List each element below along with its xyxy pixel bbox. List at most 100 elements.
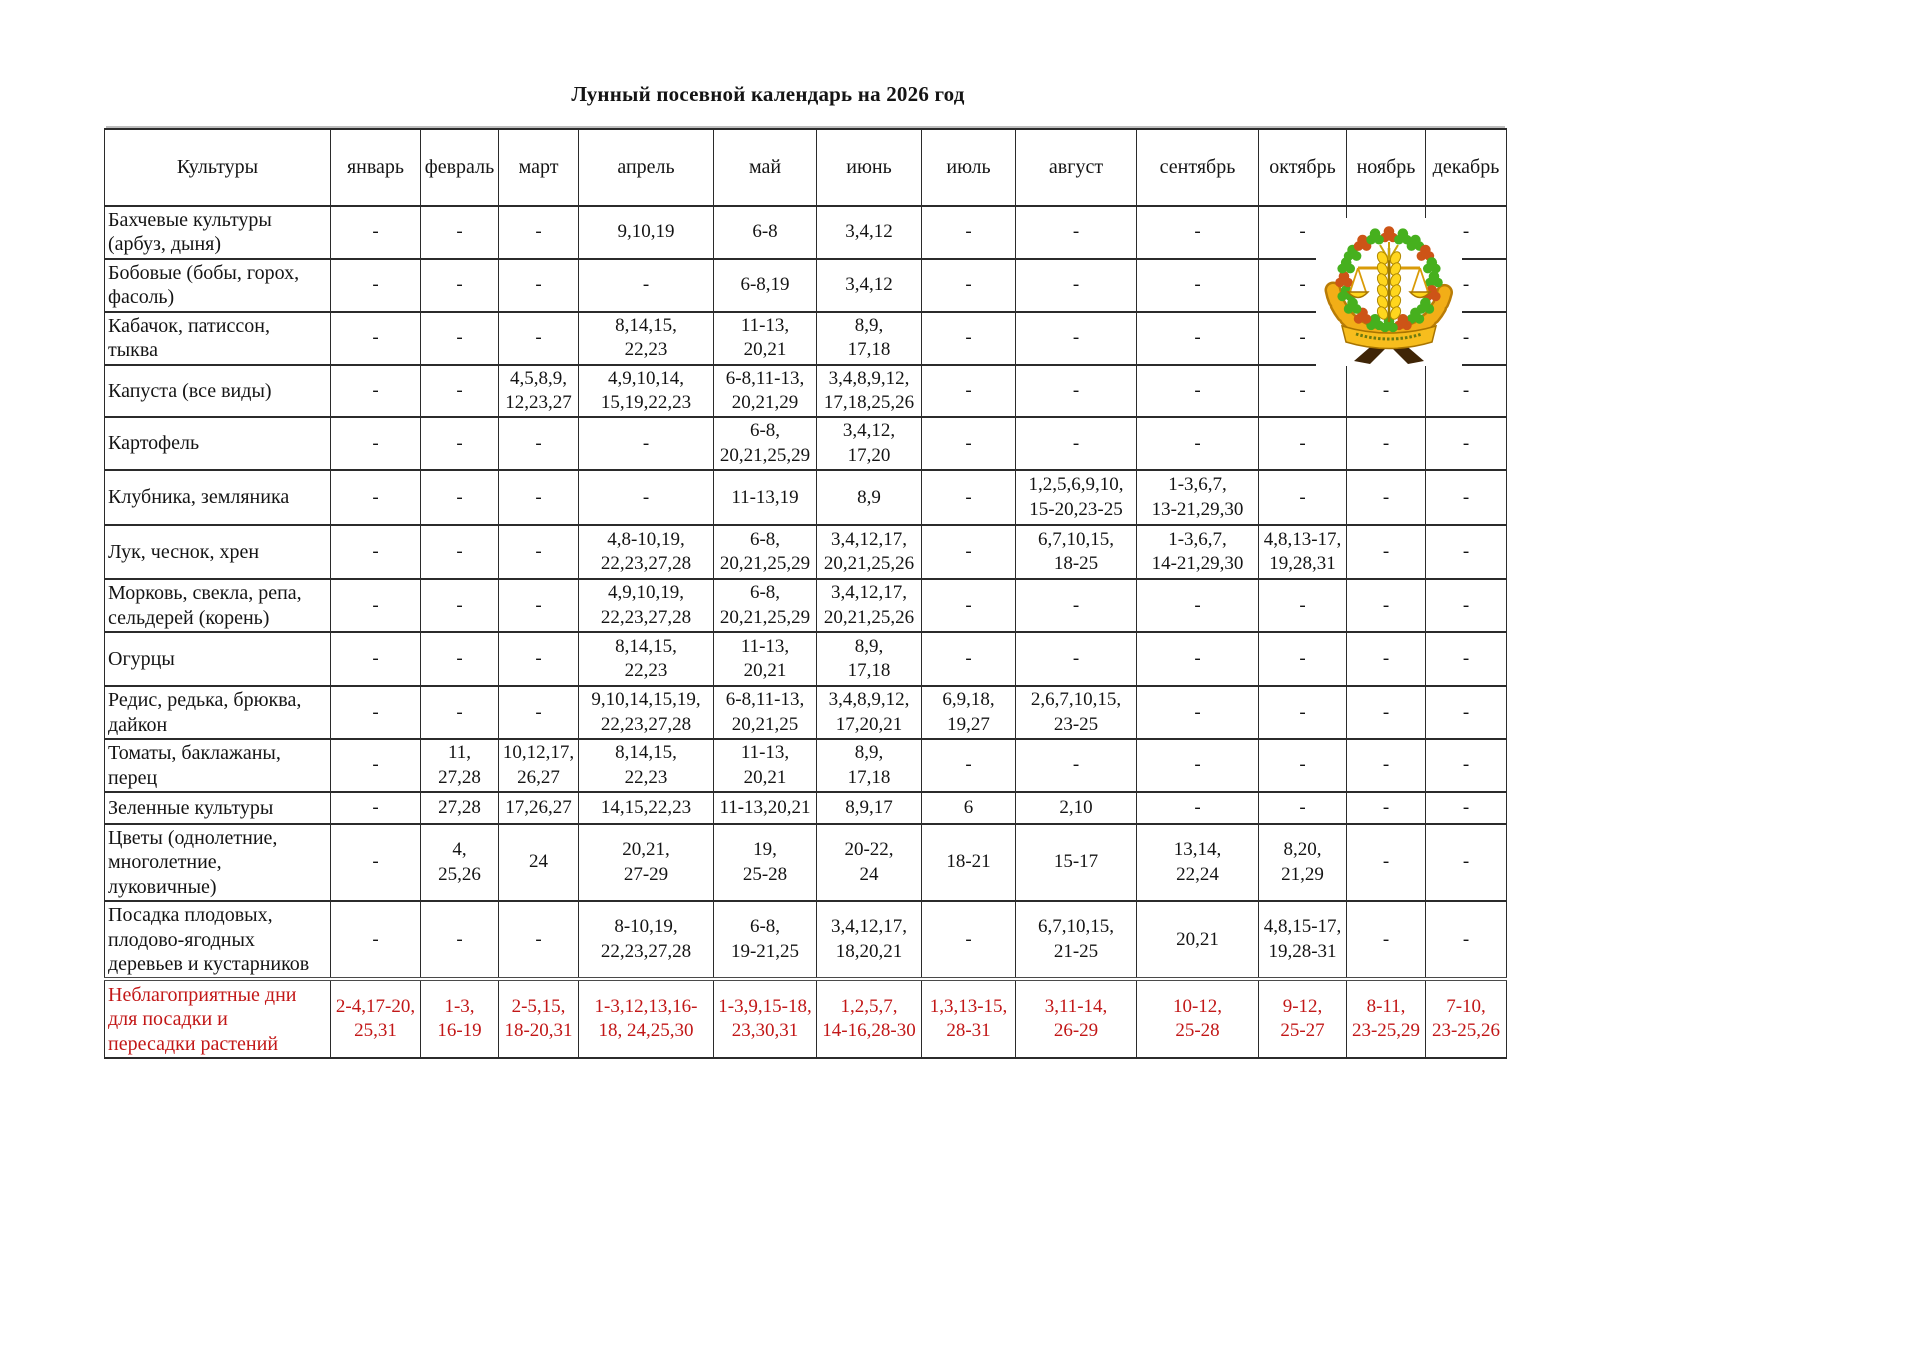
column-header: март: [498, 128, 579, 207]
crop-label: Картофель: [104, 416, 331, 472]
calendar-cell: -: [1346, 469, 1426, 527]
calendar-cell: -: [420, 205, 499, 260]
crop-label: Кабачок, патиссон, тыква: [104, 310, 331, 366]
calendar-cell: -: [921, 578, 1016, 634]
column-header: сентябрь: [1136, 128, 1259, 207]
table-row: Морковь, свекла, репа, сельдерей (корень…: [104, 578, 1507, 634]
calendar-cell: 17,26,27: [498, 790, 579, 825]
banner-text: [1355, 332, 1423, 341]
crop-label: Неблагоприятные дни для посадки и переса…: [104, 977, 331, 1060]
table-row: Огурцы - - -8,14,15, 22,23 11-13, 20,21 8,9, …: [104, 631, 1507, 688]
calendar-cell: -: [1136, 578, 1259, 634]
calendar-cell: -: [921, 524, 1016, 581]
calendar-cell: -: [1136, 416, 1259, 472]
calendar-cell: -: [330, 257, 421, 313]
calendar-cell: 9,10,19: [578, 205, 714, 260]
calendar-cell: -: [420, 900, 499, 981]
table-row: Редис, редька, брюква, дайкон - - -9,10,14,…: [104, 685, 1507, 741]
calendar-cell: -: [498, 416, 579, 472]
calendar-cell: 8,9: [816, 469, 922, 527]
calendar-cell: -: [1425, 578, 1507, 634]
calendar-cell: 8-10,19, 22,23,27,28: [578, 900, 714, 981]
calendar-cell: 11-13,20,21: [713, 790, 817, 825]
calendar-cell: 11-13,19: [713, 469, 817, 527]
calendar-cell: -: [498, 631, 579, 688]
calendar-cell: 7-10, 23-25,26: [1425, 977, 1507, 1060]
calendar-cell: 1,3,13-15, 28-31: [921, 977, 1016, 1060]
header-row: Культуры январь февраль март апрель май июнь ию…: [104, 128, 1507, 207]
calendar-cell: -: [1258, 685, 1347, 741]
calendar-cell: -: [1346, 524, 1426, 581]
calendar-cell: 8,9, 17,18: [816, 738, 922, 793]
calendar-cell: -: [330, 578, 421, 634]
calendar-cell: 27,28: [420, 790, 499, 825]
calendar-cell: 6-8, 20,21,25,29: [713, 416, 817, 472]
table-row: Бобовые (бобы, горох, фасоль) - - - -6-8,19 3…: [104, 257, 1507, 313]
column-header: апрель: [578, 128, 714, 207]
calendar-cell: -: [330, 900, 421, 981]
calendar-cell: 3,4,12: [816, 257, 922, 313]
calendar-cell: -: [420, 631, 499, 688]
calendar-cell: 3,4,12,17, 18,20,21: [816, 900, 922, 981]
calendar-cell: 10-12, 25-28: [1136, 977, 1259, 1060]
calendar-cell: -: [1425, 469, 1507, 527]
calendar-cell: -: [420, 469, 499, 527]
calendar-cell: -: [498, 205, 579, 260]
calendar-cell: -: [1258, 631, 1347, 688]
calendar-cell: 2,6,7,10,15, 23-25: [1015, 685, 1137, 741]
calendar-cell: -: [1258, 738, 1347, 793]
calendar-cell: 11-13, 20,21: [713, 631, 817, 688]
calendar-cell: 19, 25-28: [713, 822, 817, 903]
column-header: октябрь: [1258, 128, 1347, 207]
calendar-cell: 13,14, 22,24: [1136, 822, 1259, 903]
calendar-cell: -: [330, 205, 421, 260]
calendar-cell: 20,21, 27-29: [578, 822, 714, 903]
scale-pan-left: [1346, 291, 1370, 299]
scale-pan-right: [1408, 291, 1432, 299]
calendar-cell: -: [1258, 469, 1347, 527]
calendar-cell: 24: [498, 822, 579, 903]
rosselkhozcentr-emblem: [1324, 226, 1454, 364]
calendar-cell: -: [921, 416, 1016, 472]
calendar-cell: 1-3,12,13,16- 18, 24,25,30: [578, 977, 714, 1060]
table-row: Картофель - - - - 6-8, 20,21,25,29 3,4,12, 17,…: [104, 416, 1507, 472]
table-row: Посадка плодовых, плодово-ягодных деревь…: [104, 900, 1507, 981]
banner-ribbon: [1340, 324, 1438, 350]
calendar-cell: -: [1425, 685, 1507, 741]
calendar-cell: 3,4,8,9,12, 17,18,25,26: [816, 363, 922, 419]
calendar-cell: 10,12,17, 26,27: [498, 738, 579, 793]
calendar-cell: 3,4,12,17, 20,21,25,26: [816, 524, 922, 581]
calendar-cell: -: [1015, 738, 1137, 793]
calendar-cell: 1,2,5,7, 14-16,28-30: [816, 977, 922, 1060]
calendar-cell: -: [1346, 900, 1426, 981]
table-row: Неблагоприятные дни для посадки и переса…: [104, 977, 1507, 1060]
table-row: Кабачок, патиссон, тыква - - -8,14,15, 22,2…: [104, 310, 1507, 366]
calendar-cell: -: [1015, 310, 1137, 366]
calendar-cell: -: [330, 310, 421, 366]
column-header: июнь: [816, 128, 922, 207]
calendar-cell: -: [498, 469, 579, 527]
calendar-cell: 6-8,11-13, 20,21,25: [713, 685, 817, 741]
calendar-cell: -: [420, 257, 499, 313]
calendar-cell: -: [1425, 363, 1507, 419]
calendar-cell: 18-21: [921, 822, 1016, 903]
calendar-cell: 4,8,15-17, 19,28-31: [1258, 900, 1347, 981]
calendar-cell: -: [921, 363, 1016, 419]
calendar-cell: 6-8, 20,21,25,29: [713, 524, 817, 581]
calendar-cell: 11-13, 20,21: [713, 738, 817, 793]
calendar-cell: 6-8, 20,21,25,29: [713, 578, 817, 634]
calendar-cell: -: [921, 631, 1016, 688]
calendar-cell: 3,11-14, 26-29: [1015, 977, 1137, 1060]
calendar-cell: 6: [921, 790, 1016, 825]
calendar-cell: -: [1136, 363, 1259, 419]
calendar-cell: -: [1136, 205, 1259, 260]
calendar-cell: -: [1136, 631, 1259, 688]
calendar-cell: 15-17: [1015, 822, 1137, 903]
calendar-cell: -: [1425, 738, 1507, 793]
calendar-cell: -: [1346, 416, 1426, 472]
calendar-cell: 14,15,22,23: [578, 790, 714, 825]
calendar-cell: -: [420, 310, 499, 366]
calendar-cell: 3,4,12, 17,20: [816, 416, 922, 472]
crop-label: Зеленные культуры: [104, 790, 331, 825]
